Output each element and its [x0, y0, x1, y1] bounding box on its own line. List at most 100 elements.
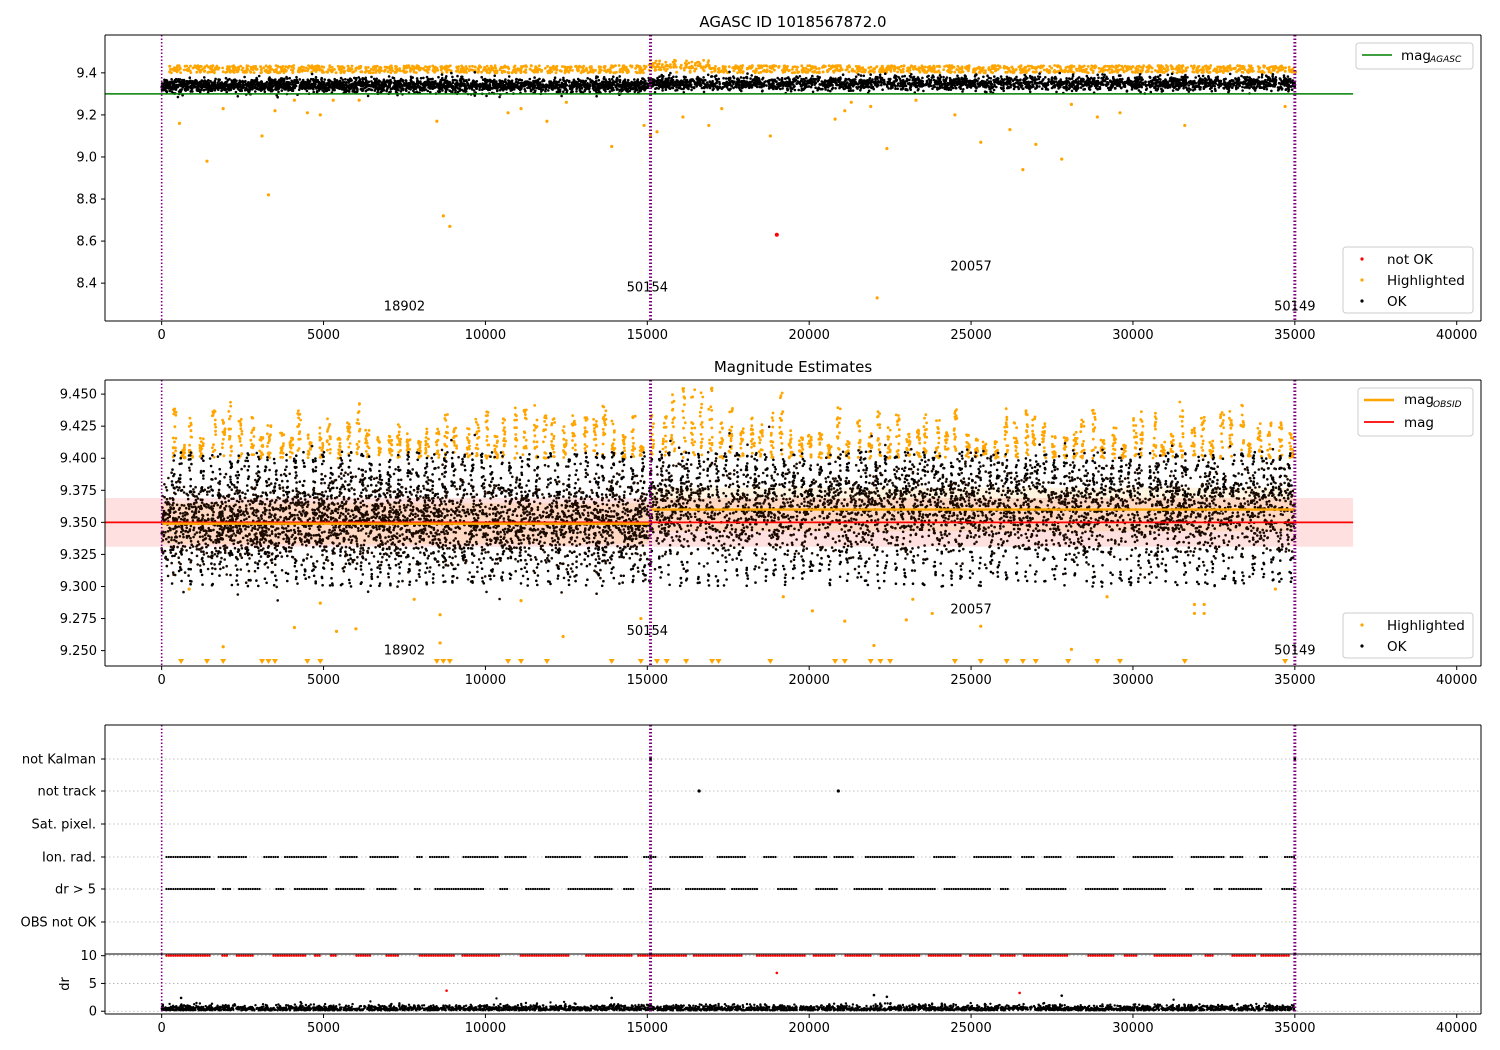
highlighted-point [546, 64, 549, 68]
ok-point [572, 81, 575, 85]
ok-point [214, 77, 217, 81]
ok-point [633, 78, 636, 81]
highlighted-point [182, 68, 186, 72]
ok-point [312, 79, 316, 82]
highlighted-point [1242, 65, 1246, 69]
ok-point [207, 83, 210, 87]
ok-point [241, 79, 244, 83]
ok-point [236, 95, 240, 98]
highlighted-point [574, 64, 578, 68]
highlighted-point [664, 64, 668, 68]
highlighted-point [1117, 68, 1120, 72]
highlighted-point [840, 68, 844, 71]
highlighted-point [1125, 69, 1128, 73]
ok-point [228, 83, 232, 87]
ok-point [557, 80, 561, 84]
highlighted-point [942, 68, 946, 71]
highlighted-point [1097, 66, 1101, 70]
ok-point [375, 80, 379, 84]
ok-point [454, 84, 458, 87]
highlighted-point [385, 65, 389, 69]
ok-point [595, 94, 598, 98]
highlighted-point [426, 65, 430, 69]
ok-point [492, 85, 495, 89]
ok-point [392, 76, 396, 80]
highlighted-point [590, 65, 593, 68]
ok-point [490, 80, 494, 83]
highlighted-point [597, 65, 601, 69]
highlighted-point [1052, 70, 1056, 74]
ok-point [181, 82, 185, 86]
ok-point [315, 90, 319, 93]
highlighted-point [558, 69, 562, 73]
highlighted-point [563, 71, 567, 75]
ok-point [261, 82, 265, 86]
ok-point [267, 78, 271, 82]
highlighted-point [1123, 64, 1127, 68]
highlighted-point [768, 66, 772, 70]
highlighted-point [701, 67, 705, 71]
highlighted-point [657, 68, 661, 71]
ok-point [444, 76, 448, 80]
ok-point [311, 83, 315, 87]
ok-point [349, 83, 352, 86]
ok-point [1044, 76, 1047, 79]
highlighted-point [1166, 68, 1170, 72]
ok-point [538, 77, 541, 81]
ok-point [424, 82, 427, 85]
highlighted-point [902, 64, 906, 68]
ok-point [570, 84, 574, 87]
ok-point [277, 90, 280, 94]
highlighted-point [978, 66, 981, 69]
ok-point [416, 83, 420, 86]
highlighted-point [232, 67, 235, 71]
ok-point [336, 86, 340, 90]
highlighted-point [398, 67, 401, 70]
ok-point [442, 85, 445, 89]
ok-point [341, 81, 344, 85]
ok-point [382, 89, 386, 92]
highlighted-point [195, 64, 198, 68]
highlighted-point [1078, 64, 1081, 68]
ok-point [518, 78, 522, 81]
ok-point [829, 89, 832, 93]
ok-point [425, 75, 429, 79]
highlighted-point [979, 68, 983, 71]
highlighted-point [389, 71, 393, 75]
ok-point [312, 90, 316, 94]
highlighted-point [388, 68, 392, 72]
highlighted-point [493, 64, 497, 68]
highlighted-point [748, 66, 752, 70]
ok-point [298, 78, 302, 81]
ok-point [200, 82, 203, 85]
highlighted-point [713, 69, 717, 72]
highlighted-point [1055, 70, 1059, 74]
ok-point [622, 88, 625, 91]
highlighted-point [771, 64, 774, 68]
highlighted-point [522, 64, 526, 68]
highlighted-point [264, 64, 268, 68]
ok-point [580, 90, 583, 93]
ok-point [249, 80, 253, 84]
ok-point [473, 71, 477, 74]
ok-point [450, 71, 453, 75]
ok-point [586, 77, 589, 80]
ok-point [379, 86, 382, 90]
ok-point [426, 89, 430, 93]
highlighted-point [1279, 65, 1283, 69]
highlighted-point [850, 69, 854, 73]
highlighted-point [389, 64, 392, 68]
highlighted-point [322, 65, 326, 69]
highlighted-point [847, 64, 851, 68]
highlighted-point [889, 70, 893, 73]
highlighted-point [333, 68, 336, 71]
ok-point [591, 87, 595, 90]
ok-point [505, 82, 509, 86]
highlighted-point [189, 64, 192, 68]
highlighted-point [254, 65, 258, 68]
ok-point [441, 76, 444, 80]
ok-point [576, 77, 580, 81]
ok-point [596, 75, 599, 79]
ok-point [974, 89, 977, 93]
highlighted-point [1064, 66, 1068, 69]
